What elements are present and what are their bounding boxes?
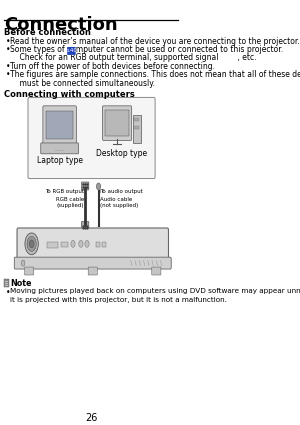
Circle shape <box>96 183 101 190</box>
Bar <box>46 111 73 139</box>
Text: The figures are sample connections. This does not mean that all of these devices: The figures are sample connections. This… <box>10 70 300 79</box>
Text: Read the owner’s manual of the device you are connecting to the projector.: Read the owner’s manual of the device yo… <box>10 37 299 45</box>
Text: •: • <box>6 45 10 54</box>
FancyBboxPatch shape <box>41 143 79 154</box>
FancyBboxPatch shape <box>82 221 89 230</box>
Text: •: • <box>6 288 10 298</box>
Text: Check for an RGB output terminal, supported signal        , etc.: Check for an RGB output terminal, suppor… <box>10 54 256 62</box>
Text: To audio output: To audio output <box>100 190 143 194</box>
Circle shape <box>29 240 34 248</box>
Text: Connecting with computers: Connecting with computers <box>4 90 135 99</box>
Text: •: • <box>6 70 10 79</box>
Circle shape <box>25 233 38 255</box>
Circle shape <box>71 241 75 247</box>
Text: Before connection: Before connection <box>4 28 91 37</box>
Text: •: • <box>6 62 10 71</box>
Text: Note: Note <box>10 279 32 289</box>
FancyBboxPatch shape <box>28 97 155 178</box>
Bar <box>4 279 8 287</box>
FancyBboxPatch shape <box>152 267 161 275</box>
Text: Moving pictures played back on computers using DVD software may appear unnatural: Moving pictures played back on computers… <box>10 288 300 303</box>
Bar <box>134 126 139 129</box>
FancyBboxPatch shape <box>82 182 89 190</box>
Circle shape <box>21 260 25 266</box>
FancyBboxPatch shape <box>88 267 97 275</box>
FancyBboxPatch shape <box>25 267 34 275</box>
Text: Some types of computer cannot be used or connected to this projector.: Some types of computer cannot be used or… <box>10 45 283 54</box>
FancyBboxPatch shape <box>43 106 76 144</box>
FancyBboxPatch shape <box>67 47 76 55</box>
Text: Desktop type: Desktop type <box>96 149 148 158</box>
Text: •: • <box>6 37 10 45</box>
Text: RGB cable
(supplied): RGB cable (supplied) <box>56 197 84 208</box>
Bar <box>61 242 68 247</box>
Text: Audio cable
(not supplied): Audio cable (not supplied) <box>100 197 139 208</box>
Text: p.40: p.40 <box>66 48 77 54</box>
FancyBboxPatch shape <box>17 228 169 260</box>
Text: ______: ______ <box>54 147 65 151</box>
Text: Laptop type: Laptop type <box>37 156 82 165</box>
FancyBboxPatch shape <box>103 106 132 140</box>
Bar <box>96 242 100 247</box>
Text: Turn off the power of both devices before connecting.: Turn off the power of both devices befor… <box>10 62 215 71</box>
Bar <box>133 115 140 143</box>
Text: 26: 26 <box>85 414 98 423</box>
Bar <box>47 242 58 248</box>
Circle shape <box>79 241 83 247</box>
Circle shape <box>85 241 89 247</box>
Bar <box>102 242 106 247</box>
Text: Connection: Connection <box>4 16 118 34</box>
Circle shape <box>27 236 36 251</box>
Bar <box>134 118 139 121</box>
Bar <box>105 110 129 136</box>
Text: To RGB output: To RGB output <box>45 190 84 194</box>
Text: must be connected simultaneously.: must be connected simultaneously. <box>10 79 155 88</box>
FancyBboxPatch shape <box>14 257 171 269</box>
